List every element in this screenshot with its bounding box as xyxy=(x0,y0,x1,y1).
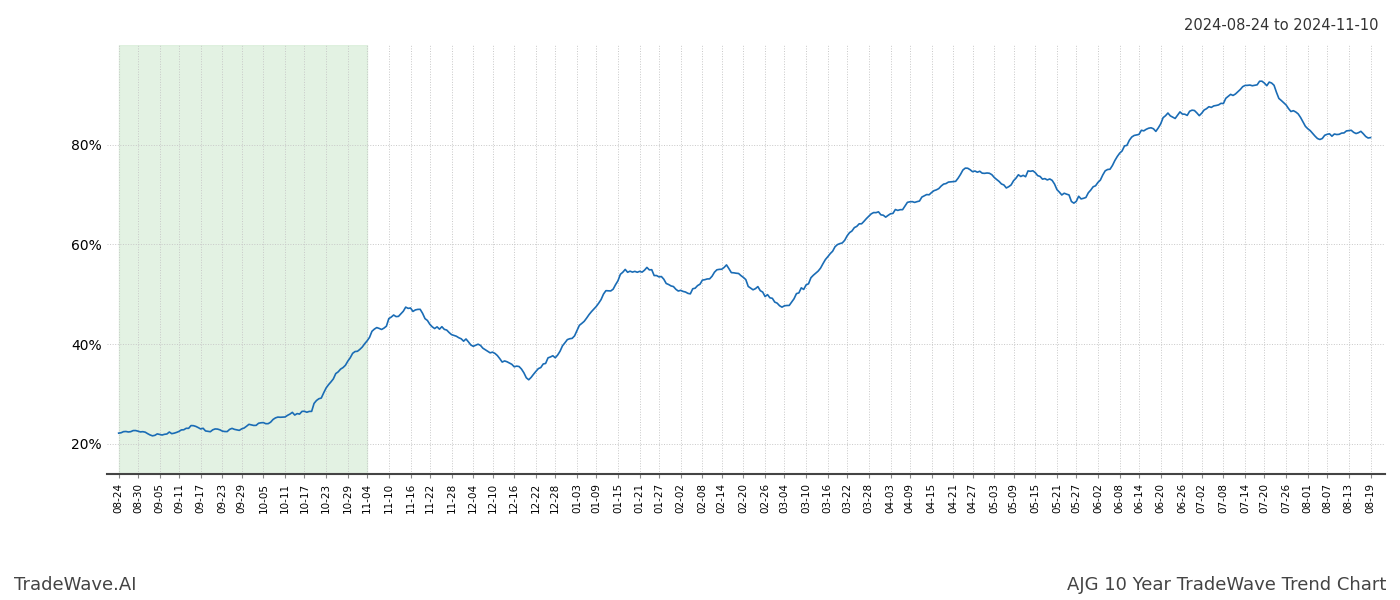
Text: AJG 10 Year TradeWave Trend Chart: AJG 10 Year TradeWave Trend Chart xyxy=(1067,576,1386,594)
Text: TradeWave.AI: TradeWave.AI xyxy=(14,576,137,594)
Bar xyxy=(119,45,367,474)
Text: 2024-08-24 to 2024-11-10: 2024-08-24 to 2024-11-10 xyxy=(1184,18,1379,33)
